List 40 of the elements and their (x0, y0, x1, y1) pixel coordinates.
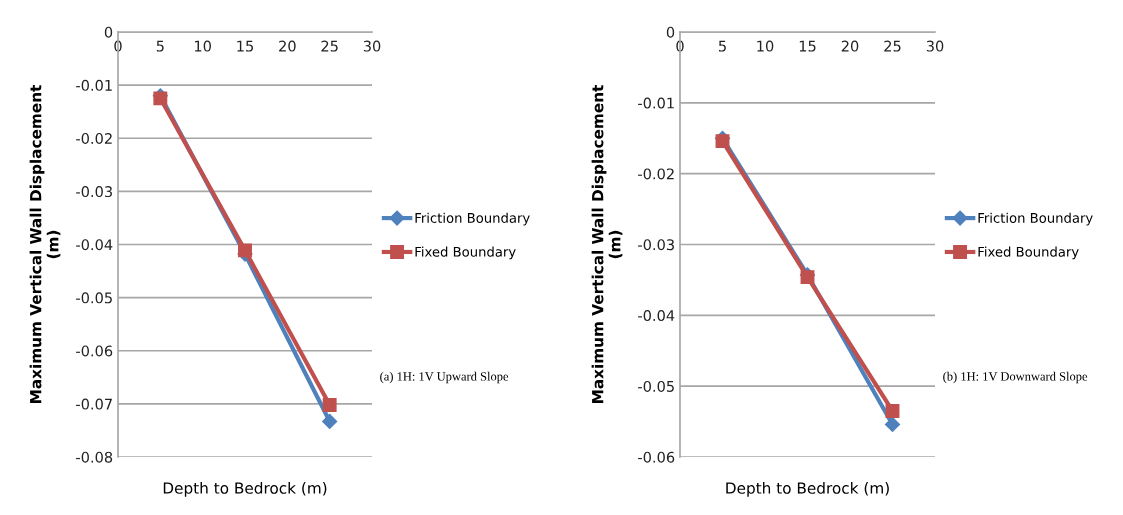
y-tick-label: -0.04 (638, 310, 675, 322)
y-tick-label: -0.01 (638, 97, 674, 109)
y-tick-label: 0 (666, 26, 675, 38)
text: (b) 1H: 1V Downward Slope (943, 371, 1088, 384)
y-tick-label: 0 (104, 26, 113, 38)
y-tick-label: -0.02 (76, 132, 112, 144)
y-tick-label: -0.05 (76, 292, 112, 304)
x-tick-label: 10 (194, 40, 211, 52)
x-tick-label: 10 (757, 40, 774, 52)
y-axis-title: Maximum Vertical Wall Displacement (m) (591, 84, 623, 403)
y-tick-label: -0.07 (76, 398, 112, 410)
legend-label: Friction Boundary (415, 212, 530, 226)
y-tick-label: -0.06 (76, 345, 113, 357)
x-tick-label: 25 (321, 40, 338, 52)
x-tick-label: 15 (799, 40, 816, 52)
legend-label: Fixed Boundary (978, 246, 1079, 260)
x-tick-label: 15 (237, 40, 253, 52)
y-tick-label: -0.04 (76, 239, 113, 251)
x-tick-label: 0 (114, 40, 122, 52)
x-tick-label: 25 (884, 40, 901, 52)
y-tick-label: -0.03 (76, 186, 112, 198)
x-tick-label: 20 (841, 40, 859, 52)
x-tick-label: 30 (926, 40, 944, 52)
x-axis-title: Depth to Bedrock (m) (163, 482, 327, 497)
y-tick-label: -0.02 (638, 168, 674, 180)
x-tick-label: 5 (156, 40, 164, 52)
y-tick-label: -0.05 (638, 380, 674, 392)
y-tick-label: -0.03 (638, 239, 674, 251)
legend-label: Fixed Boundary (415, 246, 516, 260)
x-tick-label: 5 (718, 40, 726, 52)
legend-label: Friction Boundary (978, 212, 1093, 226)
text: (a) 1H: 1V Upward Slope (380, 371, 509, 384)
x-tick-label: 20 (279, 40, 296, 52)
y-tick-label: -0.08 (76, 451, 113, 463)
x-axis-title: Depth to Bedrock (m) (726, 482, 889, 497)
y-axis-title: Maximum Vertical Wall Displacement (m) (29, 84, 61, 403)
x-tick-label: 0 (676, 40, 684, 52)
y-tick-label: -0.06 (638, 451, 675, 463)
x-tick-label: 30 (363, 40, 381, 52)
y-tick-label: -0.01 (76, 79, 112, 91)
